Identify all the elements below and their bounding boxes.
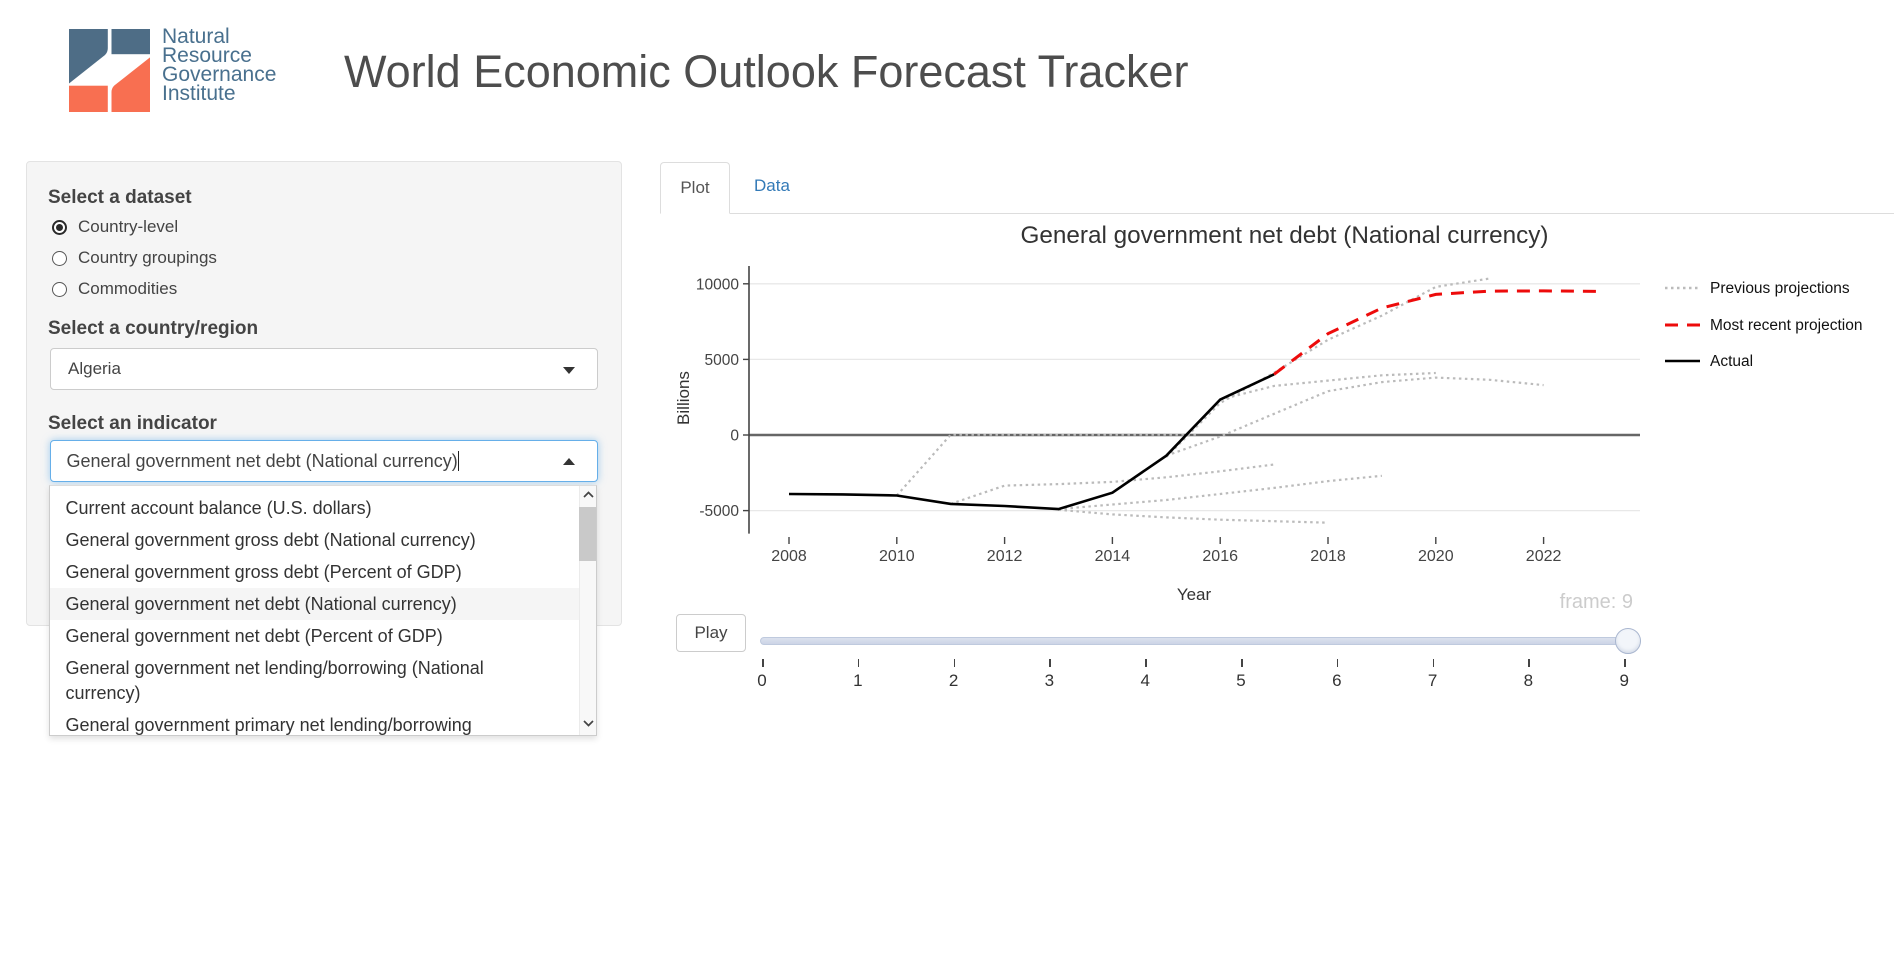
svg-text:-5000: -5000 — [699, 503, 739, 520]
svg-text:Billions: Billions — [674, 371, 693, 425]
svg-text:10000: 10000 — [696, 276, 739, 293]
svg-text:2012: 2012 — [987, 548, 1023, 565]
svg-text:General government net debt (N: General government net debt (National cu… — [1020, 222, 1548, 249]
svg-text:2022: 2022 — [1526, 548, 1562, 565]
svg-text:5000: 5000 — [705, 352, 740, 369]
svg-text:2010: 2010 — [879, 548, 915, 565]
svg-text:2008: 2008 — [771, 548, 807, 565]
svg-text:2020: 2020 — [1418, 548, 1454, 565]
svg-text:2014: 2014 — [1095, 548, 1131, 565]
svg-text:Previous projections: Previous projections — [1710, 280, 1850, 297]
svg-text:2016: 2016 — [1202, 548, 1238, 565]
svg-text:Actual: Actual — [1710, 353, 1753, 370]
svg-text:0: 0 — [730, 428, 739, 445]
svg-text:Year: Year — [1177, 585, 1212, 604]
svg-text:2018: 2018 — [1310, 548, 1346, 565]
svg-text:Most recent projection: Most recent projection — [1710, 317, 1863, 334]
